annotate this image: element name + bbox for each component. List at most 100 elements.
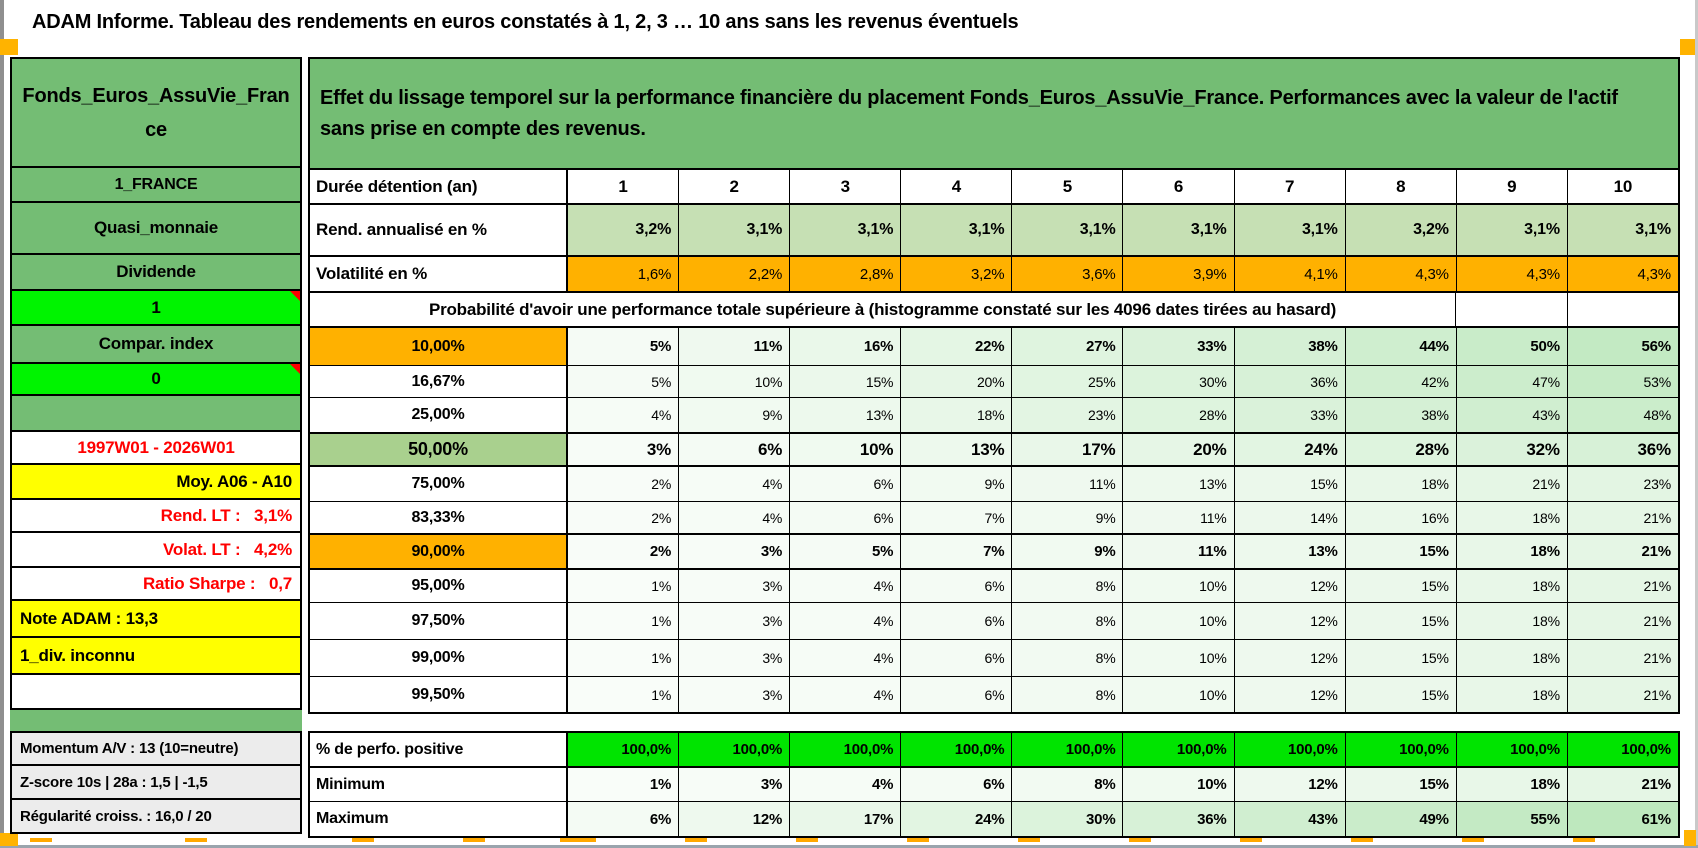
value-cell-16-67-y1[interactable]: 5%: [568, 366, 680, 398]
value-cell-minimum-y7[interactable]: 12%: [1234, 768, 1346, 802]
value-cell-90-00-y9[interactable]: 18%: [1456, 535, 1568, 570]
value-cell-25-00-y2[interactable]: 9%: [679, 398, 791, 434]
value-cell-rend-annualis-en-y6[interactable]: 3,1%: [1123, 205, 1235, 257]
value-cell-97-50-y4[interactable]: 6%: [901, 603, 1013, 640]
value-cell-25-00-y10[interactable]: 48%: [1567, 398, 1678, 434]
value-cell-de-perfo-positive-y1[interactable]: 100,0%: [568, 733, 680, 768]
duration-col-header-4[interactable]: 4: [901, 170, 1013, 205]
value-cell-maximum-y9[interactable]: 55%: [1456, 802, 1568, 836]
value-cell-10-00-y10[interactable]: 56%: [1567, 328, 1678, 366]
value-cell-25-00-y9[interactable]: 43%: [1456, 398, 1568, 434]
sidebar-cell-fonds-euros-assuvie-france[interactable]: Fonds_Euros_AssuVie_France: [10, 57, 302, 168]
value-cell-95-00-y1[interactable]: 1%: [568, 570, 680, 603]
duration-col-header-2[interactable]: 2: [679, 170, 791, 205]
value-cell-83-33-y10[interactable]: 21%: [1567, 502, 1678, 535]
row-label-16-67[interactable]: 16,67%: [310, 366, 568, 398]
value-cell-83-33-y9[interactable]: 18%: [1456, 502, 1568, 535]
row-label-95-00[interactable]: 95,00%: [310, 570, 568, 603]
value-cell-16-67-y7[interactable]: 36%: [1234, 366, 1346, 398]
value-cell-99-00-y2[interactable]: 3%: [679, 640, 791, 677]
duration-col-header-5[interactable]: 5: [1012, 170, 1124, 205]
value-cell-95-00-y7[interactable]: 12%: [1234, 570, 1346, 603]
value-cell-75-00-y7[interactable]: 15%: [1234, 467, 1346, 502]
value-cell-10-00-y3[interactable]: 16%: [790, 328, 902, 366]
value-cell-16-67-y10[interactable]: 53%: [1567, 366, 1678, 398]
sidebar-cell-empty[interactable]: [10, 710, 302, 731]
value-cell-83-33-y4[interactable]: 7%: [901, 502, 1013, 535]
value-cell-97-50-y2[interactable]: 3%: [679, 603, 791, 640]
empty-cell[interactable]: [1456, 293, 1568, 328]
value-cell-rend-annualis-en-y10[interactable]: 3,1%: [1567, 205, 1678, 257]
value-cell-50-00-y8[interactable]: 28%: [1345, 434, 1457, 467]
value-cell-97-50-y3[interactable]: 4%: [790, 603, 902, 640]
value-cell-75-00-y1[interactable]: 2%: [568, 467, 680, 502]
value-cell-rend-annualis-en-y3[interactable]: 3,1%: [790, 205, 902, 257]
value-cell-75-00-y10[interactable]: 23%: [1567, 467, 1678, 502]
value-cell-10-00-y7[interactable]: 38%: [1234, 328, 1346, 366]
duration-col-header-3[interactable]: 3: [790, 170, 902, 205]
value-cell-rend-annualis-en-y4[interactable]: 3,1%: [901, 205, 1013, 257]
value-cell-maximum-y4[interactable]: 24%: [901, 802, 1013, 836]
sidebar-cell-1-france[interactable]: 1_FRANCE: [10, 168, 302, 203]
value-cell-90-00-y2[interactable]: 3%: [679, 535, 791, 570]
row-label-50-00[interactable]: 50,00%: [310, 434, 568, 467]
sidebar-cell-1997w01-2026w01[interactable]: 1997W01 - 2026W01: [10, 432, 302, 465]
value-cell-25-00-y1[interactable]: 4%: [568, 398, 680, 434]
value-cell-97-50-y9[interactable]: 18%: [1456, 603, 1568, 640]
duration-col-header-1[interactable]: 1: [568, 170, 680, 205]
value-cell-99-50-y5[interactable]: 8%: [1012, 677, 1124, 712]
value-cell-volatilit-en-y3[interactable]: 2,8%: [790, 257, 902, 293]
value-cell-de-perfo-positive-y3[interactable]: 100,0%: [790, 733, 902, 768]
value-cell-16-67-y6[interactable]: 30%: [1123, 366, 1235, 398]
value-cell-99-50-y1[interactable]: 1%: [568, 677, 680, 712]
row-label-97-50[interactable]: 97,50%: [310, 603, 568, 640]
value-cell-25-00-y4[interactable]: 18%: [901, 398, 1013, 434]
value-cell-volatilit-en-y5[interactable]: 3,6%: [1012, 257, 1124, 293]
value-cell-50-00-y7[interactable]: 24%: [1234, 434, 1346, 467]
value-cell-95-00-y4[interactable]: 6%: [901, 570, 1013, 603]
value-cell-minimum-y8[interactable]: 15%: [1345, 768, 1457, 802]
value-cell-95-00-y6[interactable]: 10%: [1123, 570, 1235, 603]
row-label-75-00[interactable]: 75,00%: [310, 467, 568, 502]
value-cell-99-50-y2[interactable]: 3%: [679, 677, 791, 712]
value-cell-de-perfo-positive-y6[interactable]: 100,0%: [1123, 733, 1235, 768]
sidebar-cell-moy-a06-a10[interactable]: Moy. A06 - A10: [10, 465, 302, 500]
value-cell-50-00-y9[interactable]: 32%: [1456, 434, 1568, 467]
value-cell-de-perfo-positive-y5[interactable]: 100,0%: [1012, 733, 1124, 768]
value-cell-75-00-y4[interactable]: 9%: [901, 467, 1013, 502]
value-cell-16-67-y9[interactable]: 47%: [1456, 366, 1568, 398]
probability-header-cell[interactable]: Probabilité d'avoir une performance tota…: [310, 293, 1456, 328]
value-cell-10-00-y6[interactable]: 33%: [1123, 328, 1235, 366]
value-cell-rend-annualis-en-y5[interactable]: 3,1%: [1012, 205, 1124, 257]
value-cell-90-00-y7[interactable]: 13%: [1234, 535, 1346, 570]
value-cell-97-50-y5[interactable]: 8%: [1012, 603, 1124, 640]
value-cell-99-00-y9[interactable]: 18%: [1456, 640, 1568, 677]
value-cell-rend-annualis-en-y7[interactable]: 3,1%: [1234, 205, 1346, 257]
value-cell-volatilit-en-y7[interactable]: 4,1%: [1234, 257, 1346, 293]
value-cell-99-00-y4[interactable]: 6%: [901, 640, 1013, 677]
value-cell-rend-annualis-en-y2[interactable]: 3,1%: [679, 205, 791, 257]
value-cell-97-50-y1[interactable]: 1%: [568, 603, 680, 640]
value-cell-83-33-y6[interactable]: 11%: [1123, 502, 1235, 535]
sidebar-cell-empty[interactable]: [10, 675, 302, 710]
value-cell-16-67-y3[interactable]: 15%: [790, 366, 902, 398]
value-cell-97-50-y6[interactable]: 10%: [1123, 603, 1235, 640]
value-cell-90-00-y1[interactable]: 2%: [568, 535, 680, 570]
value-cell-75-00-y5[interactable]: 11%: [1012, 467, 1124, 502]
row-label-25-00[interactable]: 25,00%: [310, 398, 568, 434]
value-cell-50-00-y10[interactable]: 36%: [1567, 434, 1678, 467]
value-cell-99-00-y6[interactable]: 10%: [1123, 640, 1235, 677]
value-cell-10-00-y5[interactable]: 27%: [1012, 328, 1124, 366]
value-cell-volatilit-en-y8[interactable]: 4,3%: [1345, 257, 1457, 293]
value-cell-99-00-y7[interactable]: 12%: [1234, 640, 1346, 677]
value-cell-97-50-y10[interactable]: 21%: [1567, 603, 1678, 640]
value-cell-16-67-y8[interactable]: 42%: [1345, 366, 1457, 398]
value-cell-10-00-y1[interactable]: 5%: [568, 328, 680, 366]
row-label-90-00[interactable]: 90,00%: [310, 535, 568, 570]
duration-col-header-10[interactable]: 10: [1567, 170, 1678, 205]
value-cell-99-50-y7[interactable]: 12%: [1234, 677, 1346, 712]
value-cell-99-00-y10[interactable]: 21%: [1567, 640, 1678, 677]
value-cell-99-50-y10[interactable]: 21%: [1567, 677, 1678, 712]
sidebar-cell-dividende[interactable]: Dividende: [10, 255, 302, 291]
value-cell-volatilit-en-y4[interactable]: 3,2%: [901, 257, 1013, 293]
